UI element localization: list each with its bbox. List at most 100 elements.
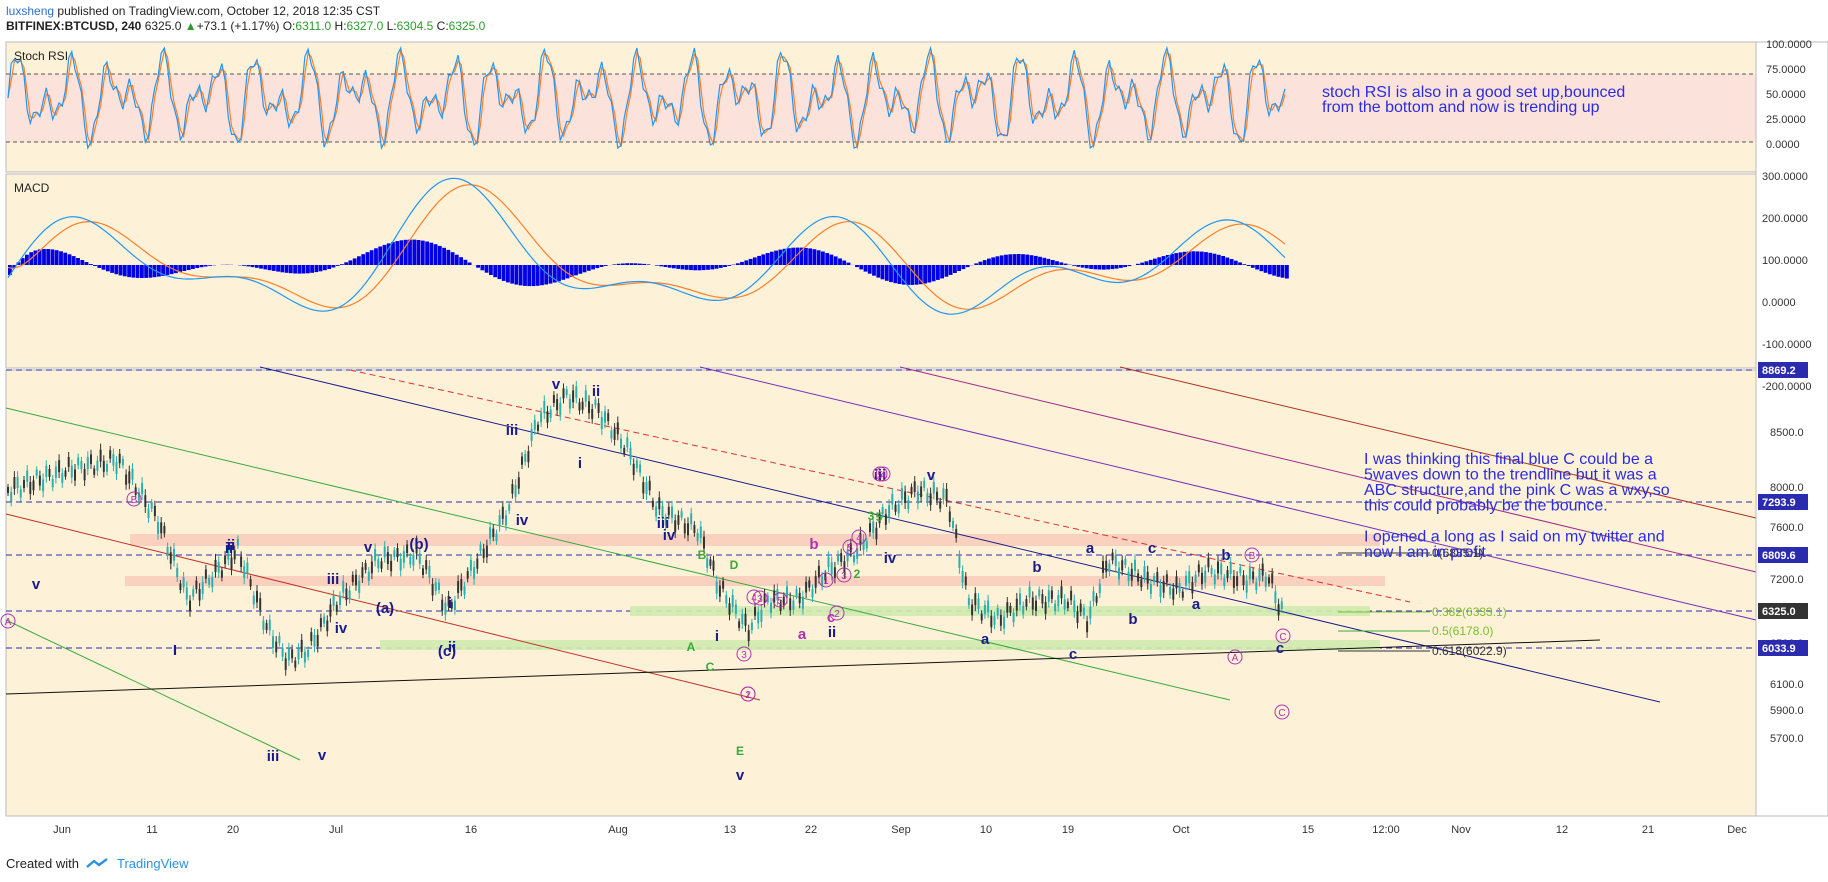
- candle-body: [453, 600, 456, 610]
- macd-bar: [131, 265, 136, 278]
- wave-label: 5: [876, 510, 883, 524]
- candle-body: [399, 558, 402, 571]
- candle-body: [10, 491, 13, 502]
- candle-body: [265, 623, 268, 630]
- macd-bar: [80, 260, 85, 265]
- macd-bar: [191, 265, 195, 269]
- macd-bar: [344, 262, 349, 265]
- macd-bar: [548, 265, 553, 284]
- candle-body: [303, 651, 306, 663]
- candle-body: [1239, 567, 1242, 574]
- candle-body: [591, 409, 594, 419]
- candle-body: [597, 403, 600, 413]
- candle-body: [977, 598, 980, 609]
- macd-bar: [442, 247, 446, 265]
- wave-label: i: [448, 595, 452, 612]
- candle-body: [93, 468, 96, 475]
- candle-body: [537, 424, 539, 431]
- price-tags: 8869.2 7293.9 6809.6 6325.0 6033.9: [1758, 362, 1808, 656]
- candle-body: [268, 619, 271, 631]
- tradingview-link[interactable]: TradingView: [116, 856, 189, 871]
- macd-tick: 100.0000: [1762, 255, 1808, 267]
- time-axis[interactable]: Jun 11 20 Jul 16 Aug 13 22 Sep 10 19 Oct 15 12:00 Nov 1…: [6, 818, 1756, 838]
- macd-bar: [659, 265, 664, 267]
- macd-bar: [310, 265, 314, 273]
- candle-body: [1261, 563, 1264, 576]
- candle-body: [230, 557, 233, 570]
- candle-body: [709, 559, 712, 566]
- macd-bar: [33, 250, 38, 265]
- author-link[interactable]: luxsheng: [6, 4, 55, 18]
- candle-body: [128, 471, 131, 484]
- candle-body: [185, 587, 188, 600]
- macd-bar: [846, 262, 851, 265]
- candle-body: [584, 390, 587, 402]
- macd-bar: [1055, 261, 1059, 265]
- candle-body: [259, 598, 262, 610]
- candle-body: [1070, 590, 1073, 601]
- wave-label: 5: [847, 543, 853, 554]
- chart-canvas[interactable]: 0(6835.1) 0.382(6333.1) 0.5(6178.0) 0.618(6…: [0, 40, 1828, 850]
- macd-bar: [306, 265, 310, 274]
- candle-body: [1127, 571, 1130, 582]
- candle-body: [463, 586, 466, 595]
- candle-body: [431, 583, 434, 596]
- candle-body: [750, 622, 753, 631]
- candle-body: [131, 468, 134, 480]
- candle-body: [1095, 596, 1098, 603]
- wave-label: b: [1032, 559, 1041, 576]
- macd-bar: [1106, 265, 1110, 270]
- candle-body: [578, 402, 581, 411]
- candle-body: [233, 550, 236, 560]
- macd-bar: [974, 263, 979, 265]
- candle-body: [1098, 583, 1101, 594]
- support-zone: [630, 606, 1370, 616]
- candle-body: [70, 465, 73, 478]
- symbol-label[interactable]: BITFINEX:BTCUSD, 240: [6, 19, 142, 33]
- candle-body: [540, 412, 543, 423]
- macd-bar: [667, 265, 672, 268]
- candle-body: [833, 567, 836, 578]
- candle-body: [996, 608, 999, 616]
- candle-body: [568, 398, 571, 409]
- macd-bar: [297, 265, 302, 274]
- candle-body: [533, 419, 536, 430]
- candle-body: [604, 411, 606, 423]
- candle-body: [1197, 564, 1200, 573]
- candle-body: [434, 582, 437, 591]
- candle-body: [45, 465, 48, 477]
- wave-label: a: [1192, 596, 1201, 613]
- candle-body: [1232, 576, 1235, 588]
- wave-label: (c): [438, 643, 456, 660]
- macd-bar: [182, 265, 187, 271]
- macd-bar: [459, 257, 463, 265]
- macd-bar: [646, 264, 651, 265]
- candle-body: [696, 532, 699, 542]
- candle-body: [958, 556, 961, 568]
- macd-bar: [1084, 265, 1089, 269]
- macd-bar: [144, 265, 148, 278]
- macd-bar: [1157, 257, 1162, 265]
- candle-body: [699, 526, 702, 538]
- candle-body: [150, 502, 153, 509]
- macd-bar: [46, 249, 51, 265]
- macd-bar: [97, 265, 102, 268]
- candle-body: [1264, 577, 1267, 587]
- price-tag: [1758, 547, 1808, 563]
- macd-bar: [169, 265, 174, 275]
- candle-body: [287, 648, 290, 661]
- candle-body: [240, 556, 243, 567]
- price-axis[interactable]: [1755, 41, 1828, 817]
- candle-body: [227, 548, 230, 560]
- candle-body: [875, 527, 878, 540]
- stoch-d-line: [7, 48, 1286, 150]
- candle-body: [1245, 580, 1248, 593]
- macd-bar: [706, 265, 710, 270]
- price-tag-label: 6809.6: [1762, 550, 1796, 562]
- candle-body: [109, 450, 112, 459]
- candle-body: [438, 582, 440, 591]
- candle-body: [907, 499, 910, 509]
- candle-body: [683, 523, 686, 534]
- candle-body: [853, 555, 855, 563]
- created-with-label: Created with: [6, 856, 79, 871]
